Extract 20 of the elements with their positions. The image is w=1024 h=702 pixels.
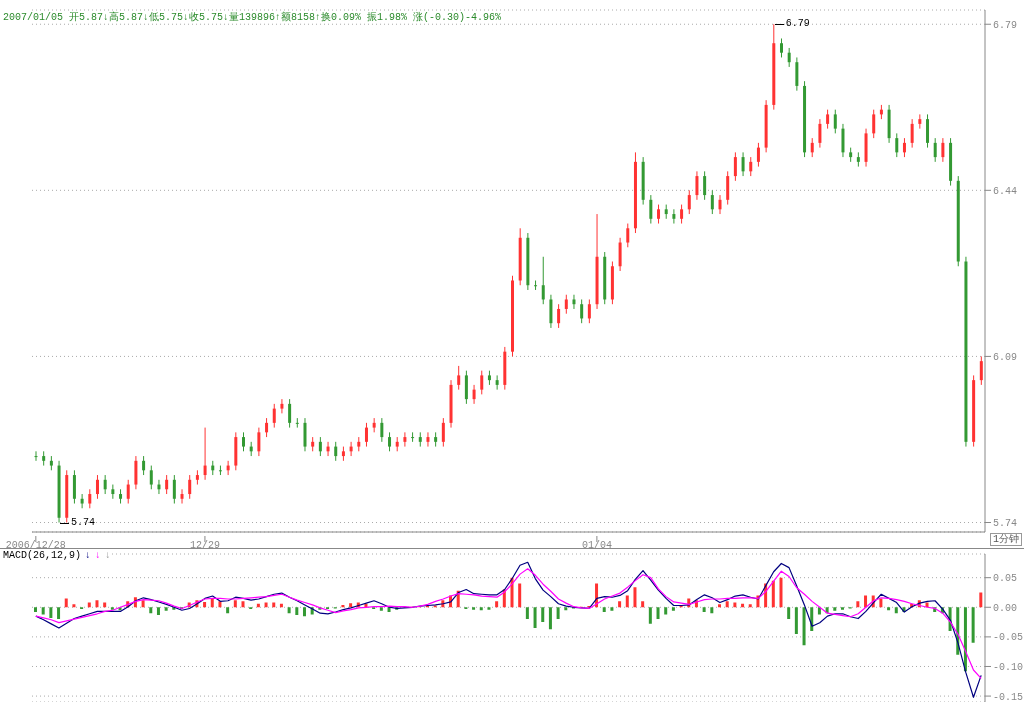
chart-subtitle: 2007/01/05 开5.87↓高5.87↓低5.75↓收5.75↓量139896↑额8158↑换0.09% 振1.98% 涨(-0.30)-4.96% [3,10,502,24]
y-tick-label: 6.79 [993,19,1018,31]
annotation: ↓ [105,550,112,561]
y-tick-label: 0.00 [993,602,1018,614]
y-tick-label: 6.44 [993,185,1018,197]
chart-title: MACD(26,12,9) [3,550,82,561]
y-tick-label: 6.09 [993,351,1018,363]
text: ↓ [85,550,92,561]
y-tick-label: 5.74 [993,518,1018,530]
y-tick-label: 0.05 [993,573,1018,585]
y-tick-label: -0.10 [993,662,1024,674]
annotation: 6.79 [785,18,810,31]
y-tick-label: -0.15 [993,691,1024,702]
annotation: 5.74 [70,516,95,529]
text: ↓ [95,550,102,561]
y-tick-label: -0.05 [993,632,1024,644]
x-tick-label: 01/04 [581,540,612,551]
x-tick-label: 2006/12/28 [5,540,66,551]
x-tick-label: 12/29 [189,540,220,551]
text: 1分钟 [989,533,1022,546]
